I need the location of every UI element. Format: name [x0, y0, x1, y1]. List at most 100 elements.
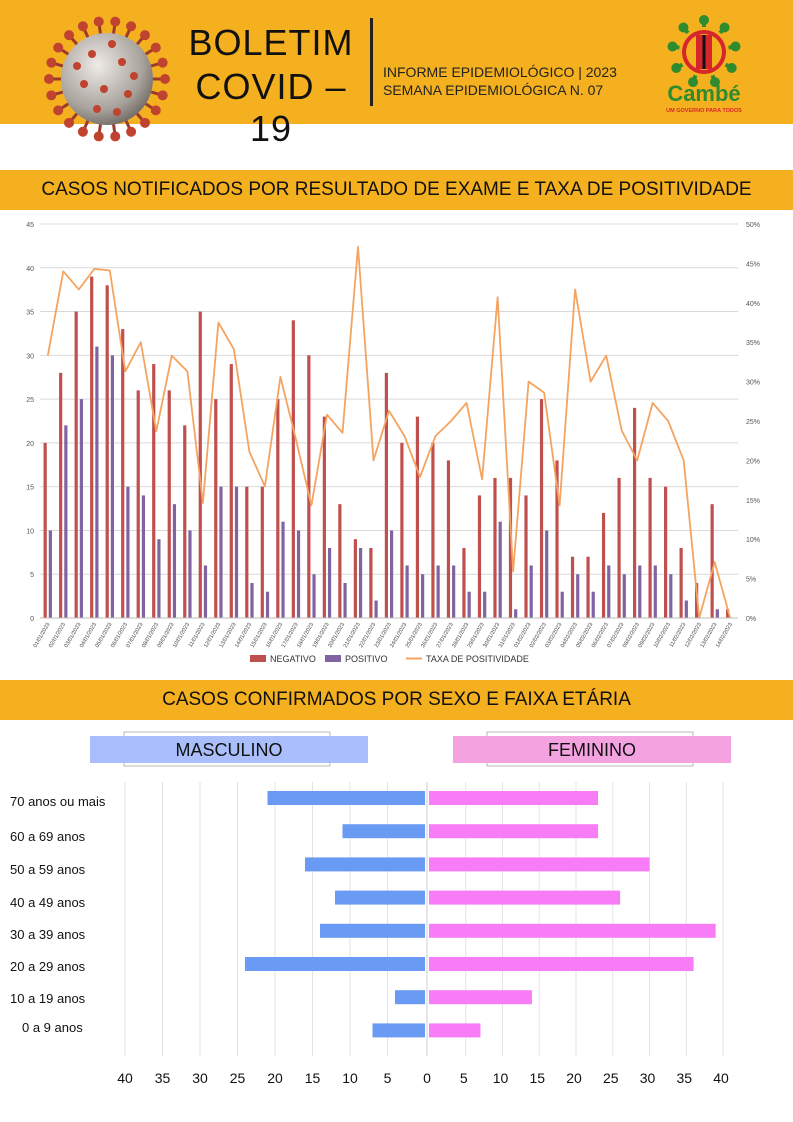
y-tick-label: 10: [26, 528, 34, 535]
legend-negativo: NEGATIVO: [250, 654, 316, 664]
bar-masculino: [342, 824, 425, 839]
bar-positivo: [64, 425, 68, 618]
bar-positivo: [312, 574, 316, 618]
x-tick-label: 30: [192, 1070, 208, 1086]
bar-negativo: [136, 390, 140, 618]
header-divider: [370, 18, 373, 106]
bar-negativo: [570, 556, 575, 618]
y2-tick-label: 20%: [746, 458, 760, 465]
bar-feminino: [429, 824, 599, 839]
bar-negativo: [679, 547, 683, 618]
y-tick-label: 45: [26, 222, 34, 229]
bar-positivo: [141, 495, 146, 618]
y2-tick-label: 35%: [746, 340, 760, 347]
bar-positivo: [715, 609, 719, 618]
bulletin-subtitle-line2: SEMANA EPIDEMIOLÓGICA N. 07: [383, 82, 604, 98]
bar-negativo: [462, 547, 466, 618]
bar-masculino: [245, 957, 425, 971]
bar-positivo: [110, 355, 114, 618]
y-tick-label: 35: [26, 310, 34, 317]
bar-negativo: [539, 399, 544, 618]
x-tick-label: 20: [566, 1070, 582, 1086]
y2-tick-label: 45%: [746, 261, 760, 268]
coronavirus-icon: [44, 16, 170, 142]
bar-negativo: [493, 477, 497, 618]
legend-label: MASCULINO: [175, 740, 282, 760]
bar-negativo: [307, 355, 311, 618]
bar-positivo: [684, 600, 688, 618]
bar-negativo: [601, 512, 606, 618]
x-tick-label: 10: [342, 1070, 358, 1086]
bar-negativo: [353, 539, 357, 618]
bar-positivo: [343, 582, 347, 618]
bar-negativo: [446, 460, 451, 618]
bar-feminino: [429, 957, 694, 971]
y-tick-label: 0: [30, 616, 34, 623]
header-banner: BOLETIM COVID – 19 INFORME EPIDEMIOLÓGIC…: [0, 0, 793, 149]
y-tick-label: 15: [26, 485, 34, 492]
bar-positivo: [483, 591, 487, 618]
y2-tick-label: 10%: [746, 537, 760, 544]
bar-negativo: [726, 609, 730, 618]
x-tick-label: 5: [460, 1070, 468, 1086]
bar-positivo: [421, 574, 425, 618]
bar-positivo: [157, 539, 161, 618]
bar-positivo: [545, 530, 549, 618]
y2-tick-label: 0%: [746, 616, 756, 623]
bar-negativo: [555, 460, 559, 618]
bar-masculino: [335, 890, 425, 905]
y2-tick-label: 30%: [746, 380, 760, 387]
bar-negativo: [260, 486, 264, 618]
cambe-logo: Cambé UM GOVERNO PARA TODOS: [666, 15, 742, 114]
age-group-label: 50 a 59 anos: [10, 862, 86, 877]
bulletin-subtitle-line1: INFORME EPIDEMIOLÓGICO | 2023: [383, 64, 617, 80]
bar-negativo: [369, 547, 373, 618]
age-group-label: 70 anos ou mais: [10, 794, 106, 809]
legend-label: NEGATIVO: [270, 654, 316, 664]
bar-feminino: [429, 1023, 481, 1038]
bar-positivo: [126, 486, 130, 618]
confirmed-cases-by-sex-age-chart: MASCULINO FEMININO 70 anos ou mais 60 a 69 …: [10, 731, 731, 1086]
section-title-confirmed-cases: CASOS CONFIRMADOS POR SEXO E FAIXA ETÁRI…: [0, 680, 793, 720]
bar-negativo: [121, 329, 125, 618]
x-tick-label: 30: [640, 1070, 656, 1086]
y-tick-label: 5: [30, 572, 34, 579]
age-group-label: 60 a 69 anos: [10, 829, 86, 844]
bar-negativo: [276, 399, 280, 618]
bar-negativo: [508, 477, 513, 618]
bar-masculino: [320, 923, 425, 938]
bar-positivo: [498, 521, 502, 618]
notified-cases-chart: 0 5 10 15 20 25 30 35 40 45 0% 5% 10% 15% 20% 25% 30% 35%…: [26, 222, 760, 664]
bar-positivo: [467, 591, 471, 618]
bar-negativo: [229, 364, 233, 618]
bar-negativo: [322, 416, 326, 618]
legend-feminino: FEMININO: [453, 731, 731, 767]
bulletin-title-line2: COVID – 19: [195, 66, 347, 149]
bar-negativo: [198, 311, 202, 618]
bar-positivo: [219, 486, 223, 618]
bar-positivo: [405, 565, 409, 618]
bar-negativo: [710, 504, 714, 618]
x-tick-label: 40: [713, 1070, 729, 1086]
bar-negativo: [245, 486, 249, 618]
bar-negativo: [400, 442, 404, 618]
bar-feminino: [429, 857, 650, 872]
legend-label: FEMININO: [548, 740, 636, 760]
bar-positivo: [669, 574, 673, 618]
age-group-label: 20 a 29 anos: [10, 959, 86, 974]
legend-swatch: [90, 736, 368, 763]
bar-masculino: [267, 791, 425, 805]
bar-positivo: [296, 530, 301, 618]
legend-label: POSITIVO: [345, 654, 388, 664]
age-group-label: 10 a 19 anos: [10, 991, 86, 1006]
x-tick-label: 15: [529, 1070, 545, 1086]
x-tick-label: 25: [603, 1070, 619, 1086]
bar-masculino: [305, 857, 425, 872]
x-tick-label: 35: [676, 1070, 692, 1086]
bar-positivo: [172, 504, 177, 618]
x-tick-label: 0: [423, 1070, 431, 1086]
bar-positivo: [607, 565, 611, 618]
bar-masculino: [372, 1023, 425, 1038]
bar-negativo: [648, 477, 652, 618]
y2-tick-label: 15%: [746, 498, 760, 505]
